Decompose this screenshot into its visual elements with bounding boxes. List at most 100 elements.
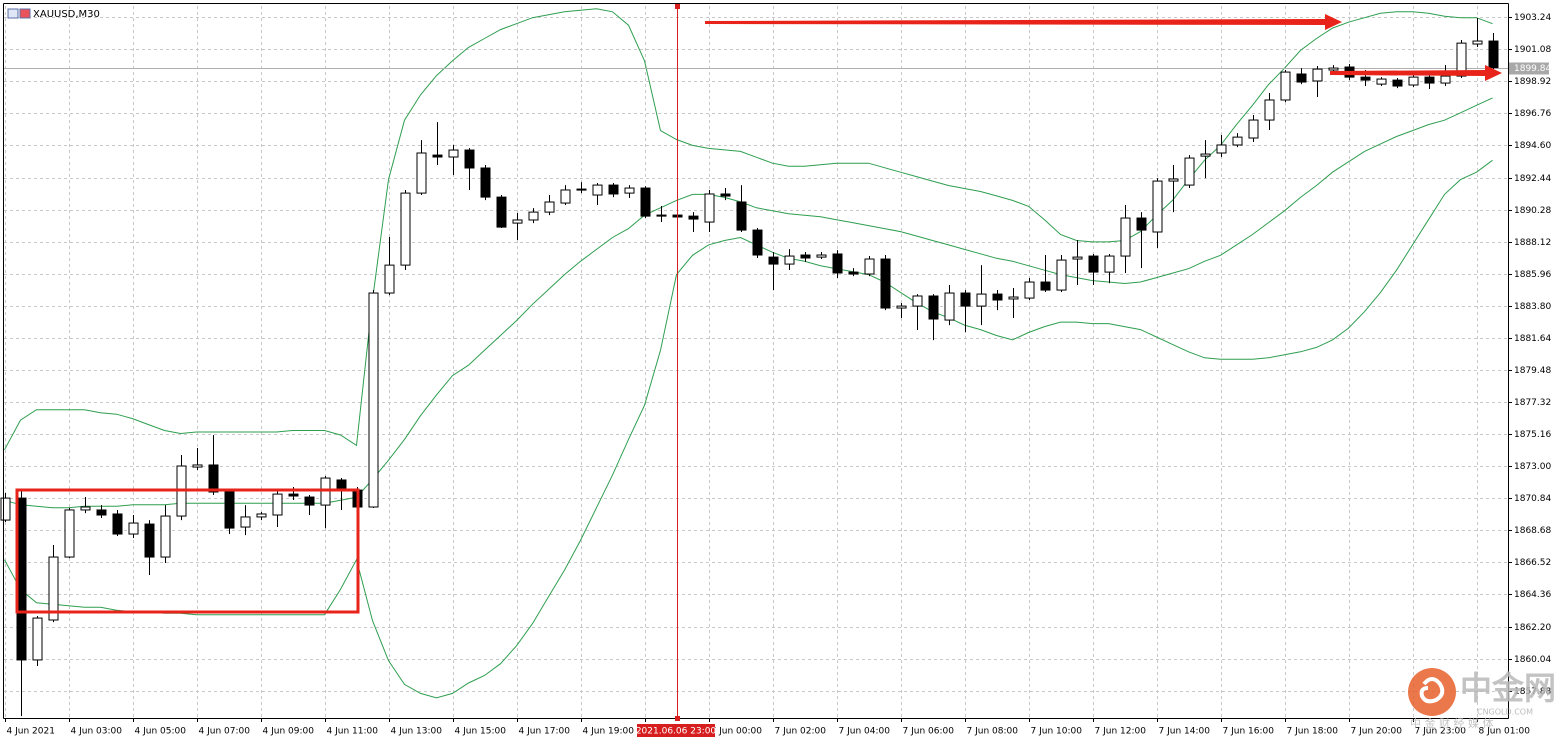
x-tick-label: 4 Jun 11:00 xyxy=(327,727,379,737)
x-tick-label: 7 Jun 00:00 xyxy=(711,727,763,737)
candle-body xyxy=(1264,99,1275,121)
arrow-upper xyxy=(705,14,1342,30)
candle-body xyxy=(912,295,923,307)
candle-body xyxy=(416,152,427,194)
x-tick-label: 7 Jun 04:00 xyxy=(839,727,891,737)
y-tick-label: 1862.20 xyxy=(1514,623,1551,633)
candle-body xyxy=(864,258,875,275)
candle-body xyxy=(640,187,651,217)
candle-body xyxy=(144,523,155,558)
candle-body xyxy=(720,193,731,197)
candle-body xyxy=(1312,68,1323,82)
candle-body xyxy=(1040,281,1051,291)
candle-body xyxy=(1424,76,1435,84)
watermark-site: CNGOLD.COM xyxy=(1477,708,1533,717)
range-box xyxy=(15,488,360,614)
candle-body xyxy=(976,293,987,307)
x-tick-label: 7 Jun 18:00 xyxy=(1287,727,1339,737)
candle-body xyxy=(944,292,955,321)
y-tick-label: 1901.08 xyxy=(1514,45,1551,55)
candle-body xyxy=(1296,73,1307,83)
x-tick-label: 7 Jun 14:00 xyxy=(1159,727,1211,737)
candle-body xyxy=(992,293,1003,301)
watermark-tagline: 中 金 财 经 媒 体 xyxy=(1410,716,1493,730)
candle-body xyxy=(1168,178,1179,182)
y-tick-label: 1870.84 xyxy=(1514,494,1551,504)
candle-body xyxy=(1216,144,1227,154)
x-tick-label: 7 Jun 20:00 xyxy=(1351,727,1403,737)
y-tick-label: 1881.64 xyxy=(1514,334,1551,344)
y-tick-label: 1892.44 xyxy=(1514,174,1551,184)
candle-body xyxy=(1376,78,1387,85)
candle-body xyxy=(0,497,11,521)
candle-body xyxy=(1248,119,1259,139)
x-tick-label: 4 Jun 03:00 xyxy=(71,727,123,737)
candle-body xyxy=(960,292,971,307)
symbol-icon xyxy=(7,8,31,19)
candle-body xyxy=(560,189,571,204)
x-tick-label: 7 Jun 12:00 xyxy=(1095,727,1147,737)
x-tick-label: 7 Jun 02:00 xyxy=(775,727,827,737)
candle-body xyxy=(736,201,747,231)
y-tick-label: 1875.16 xyxy=(1514,430,1551,440)
candle-body xyxy=(1136,217,1147,231)
candle-body xyxy=(1472,40,1483,45)
candle-body xyxy=(784,255,795,265)
candle-body xyxy=(800,254,811,259)
candle-body xyxy=(448,149,459,158)
candle-body xyxy=(896,305,907,309)
candle-body xyxy=(688,215,699,220)
candle-body xyxy=(752,229,763,256)
x-tick-label: 7 Jun 08:00 xyxy=(967,727,1019,737)
x-tick-label: 4 Jun 05:00 xyxy=(135,727,187,737)
y-tick-label: 1898.92 xyxy=(1514,77,1551,87)
candle-body xyxy=(1232,136,1243,146)
x-tick-label: 7 Jun 23:00 xyxy=(1415,727,1467,737)
crosshair-bottom xyxy=(675,716,680,721)
candle-body xyxy=(1200,153,1211,157)
candle-body xyxy=(128,522,139,535)
candle-body xyxy=(1456,42,1467,77)
candle-body xyxy=(1120,217,1131,257)
crosshair-label-box xyxy=(637,724,715,737)
candle-body xyxy=(848,271,859,275)
candle-body xyxy=(768,256,779,265)
watermark-logo xyxy=(1408,668,1456,716)
x-tick-label: 4 Jun 09:00 xyxy=(263,727,315,737)
candle-body xyxy=(400,192,411,266)
x-tick-label: 7 Jun 16:00 xyxy=(1223,727,1275,737)
candle-body xyxy=(496,196,507,228)
candle-body xyxy=(1072,256,1083,260)
candle-body xyxy=(928,295,939,320)
candle-body xyxy=(1392,79,1403,87)
candle-body xyxy=(544,201,555,213)
arrow-lower xyxy=(1330,65,1502,81)
watermark-swirl xyxy=(1419,677,1445,704)
x-tick-label: 7 Jun 10:00 xyxy=(1031,727,1083,737)
candle-body xyxy=(288,493,299,497)
candle-body xyxy=(80,506,91,511)
x-tick-label: 4 Jun 2021 xyxy=(7,727,55,737)
band-line xyxy=(4,97,1493,509)
candle-body xyxy=(256,513,267,518)
candle-body xyxy=(656,214,667,217)
candle-body xyxy=(304,496,315,506)
x-tick-label: 8 Jun 01:00 xyxy=(1479,727,1531,737)
x-tick-label: 4 Jun 19:00 xyxy=(583,727,635,737)
candle-body xyxy=(1104,255,1115,273)
candle-body xyxy=(576,188,587,191)
x-tick-label: 4 Jun 07:00 xyxy=(199,727,251,737)
candle-body xyxy=(464,149,475,169)
y-tick-label: 1888.12 xyxy=(1514,238,1551,248)
candle-body xyxy=(1008,296,1019,300)
candle-body xyxy=(320,477,331,506)
band-line xyxy=(4,8,1493,451)
candle-body xyxy=(1024,281,1035,299)
candle-body xyxy=(1184,157,1195,186)
y-tick-label: 1903.24 xyxy=(1514,13,1551,23)
candle-body xyxy=(160,515,171,558)
candle-body xyxy=(880,258,891,309)
crosshair-top xyxy=(675,4,680,9)
